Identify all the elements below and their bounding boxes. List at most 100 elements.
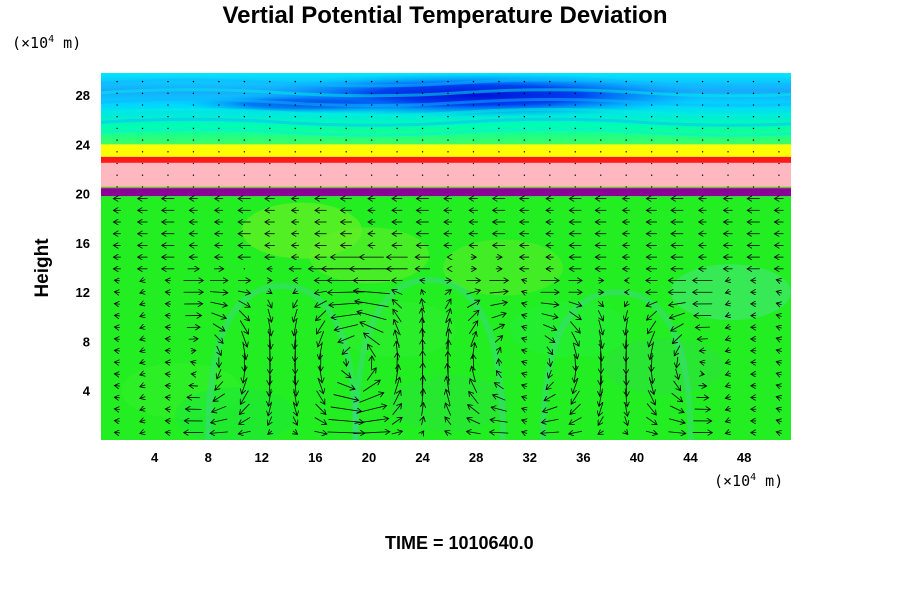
wind-arrow xyxy=(421,431,423,434)
wind-arrow xyxy=(645,431,657,434)
wind-dot xyxy=(294,127,296,130)
wind-arrow xyxy=(522,432,527,434)
wind-arrow xyxy=(165,374,171,375)
wind-dot xyxy=(345,162,347,165)
wind-dot xyxy=(498,92,500,95)
field-wave xyxy=(101,78,791,88)
wind-arrow xyxy=(394,377,399,395)
wind-dot xyxy=(498,104,500,106)
wind-dot xyxy=(370,139,373,141)
wind-arrow xyxy=(776,315,781,317)
wind-arrow xyxy=(541,432,560,433)
wind-dot xyxy=(269,92,271,95)
wind-dot xyxy=(243,92,246,95)
wind-dot xyxy=(650,186,653,188)
wind-arrow xyxy=(597,300,603,307)
wind-arrow xyxy=(114,374,120,375)
wind-arrow xyxy=(447,363,449,385)
wind-arrow xyxy=(362,380,380,392)
wind-dot xyxy=(294,104,296,106)
wind-dot xyxy=(167,104,169,106)
wind-dot xyxy=(447,174,449,176)
wind-dot xyxy=(396,139,398,141)
wind-arrow xyxy=(114,327,120,328)
y-tick-label: 8 xyxy=(83,334,90,349)
wind-dot xyxy=(116,174,118,176)
wind-arrow xyxy=(445,318,450,337)
wind-arrow xyxy=(466,290,481,295)
wind-dot xyxy=(421,127,424,130)
wind-arrow xyxy=(625,300,628,307)
chart-title: Vertial Potential Temperature Deviation xyxy=(222,2,668,29)
field-band xyxy=(101,187,791,197)
wind-arrow xyxy=(725,420,730,422)
wind-arrow xyxy=(355,301,389,308)
wind-arrow xyxy=(569,431,583,434)
wind-dot xyxy=(294,92,296,95)
wind-arrow xyxy=(114,409,120,410)
wind-dot xyxy=(167,162,169,165)
wind-dot xyxy=(421,104,424,106)
wind-dot xyxy=(192,174,195,176)
wind-dot xyxy=(676,139,678,141)
wind-dot xyxy=(141,127,144,130)
wind-arrow xyxy=(422,376,423,396)
wind-arrow xyxy=(776,350,781,352)
wind-dot xyxy=(625,162,627,165)
wind-dot xyxy=(345,80,347,83)
wind-arrow xyxy=(496,371,502,378)
wind-arrow xyxy=(674,345,681,356)
wind-dot xyxy=(218,104,220,106)
wind-dot xyxy=(600,186,602,188)
wind-arrow xyxy=(269,339,270,362)
wind-dot xyxy=(141,116,144,118)
wind-dot xyxy=(421,151,424,153)
wind-arrow xyxy=(445,431,452,434)
wind-arrow xyxy=(214,334,223,344)
wind-dot xyxy=(396,127,398,130)
wind-dot xyxy=(243,151,246,153)
wind-dot xyxy=(701,186,704,188)
wind-arrow xyxy=(165,421,171,422)
wind-dot xyxy=(116,116,118,118)
wind-dot xyxy=(294,186,296,188)
wind-dot xyxy=(243,162,246,165)
wind-arrow xyxy=(293,416,297,426)
wind-arrow xyxy=(359,393,384,403)
wind-dot xyxy=(625,174,627,176)
wind-arrow xyxy=(114,339,120,340)
wind-arrow xyxy=(114,397,120,398)
wind-dot xyxy=(447,139,449,141)
wind-arrow xyxy=(293,291,298,294)
wind-arrow xyxy=(421,299,423,310)
wind-dot xyxy=(218,92,220,95)
wind-dot xyxy=(498,162,500,165)
x-tick-label: 8 xyxy=(205,450,212,465)
wind-dot xyxy=(676,127,678,130)
wind-dot xyxy=(243,104,246,106)
y-tick-label: 28 xyxy=(76,88,90,103)
wind-arrow xyxy=(330,406,362,412)
wind-arrow xyxy=(522,291,527,293)
x-tick-label: 4 xyxy=(151,450,159,465)
wind-arrow xyxy=(165,397,171,398)
wind-arrow xyxy=(140,385,145,387)
wind-dot xyxy=(370,151,373,153)
wind-arrow xyxy=(546,381,554,390)
wind-dot xyxy=(574,174,576,176)
wind-arrow xyxy=(700,362,705,363)
wind-dot xyxy=(625,151,627,153)
field-band xyxy=(101,156,791,163)
wind-dot xyxy=(192,127,195,130)
wind-dot xyxy=(396,116,398,118)
wind-arrow xyxy=(268,431,272,434)
wind-dot xyxy=(676,174,678,176)
wind-dot xyxy=(269,174,271,176)
wind-arrow xyxy=(725,315,730,317)
wind-arrow xyxy=(776,326,781,328)
wind-arrow xyxy=(396,341,398,361)
wind-arrow xyxy=(210,432,228,433)
wind-dot xyxy=(116,92,118,95)
wind-dot xyxy=(370,162,373,165)
wind-arrow xyxy=(467,418,481,425)
